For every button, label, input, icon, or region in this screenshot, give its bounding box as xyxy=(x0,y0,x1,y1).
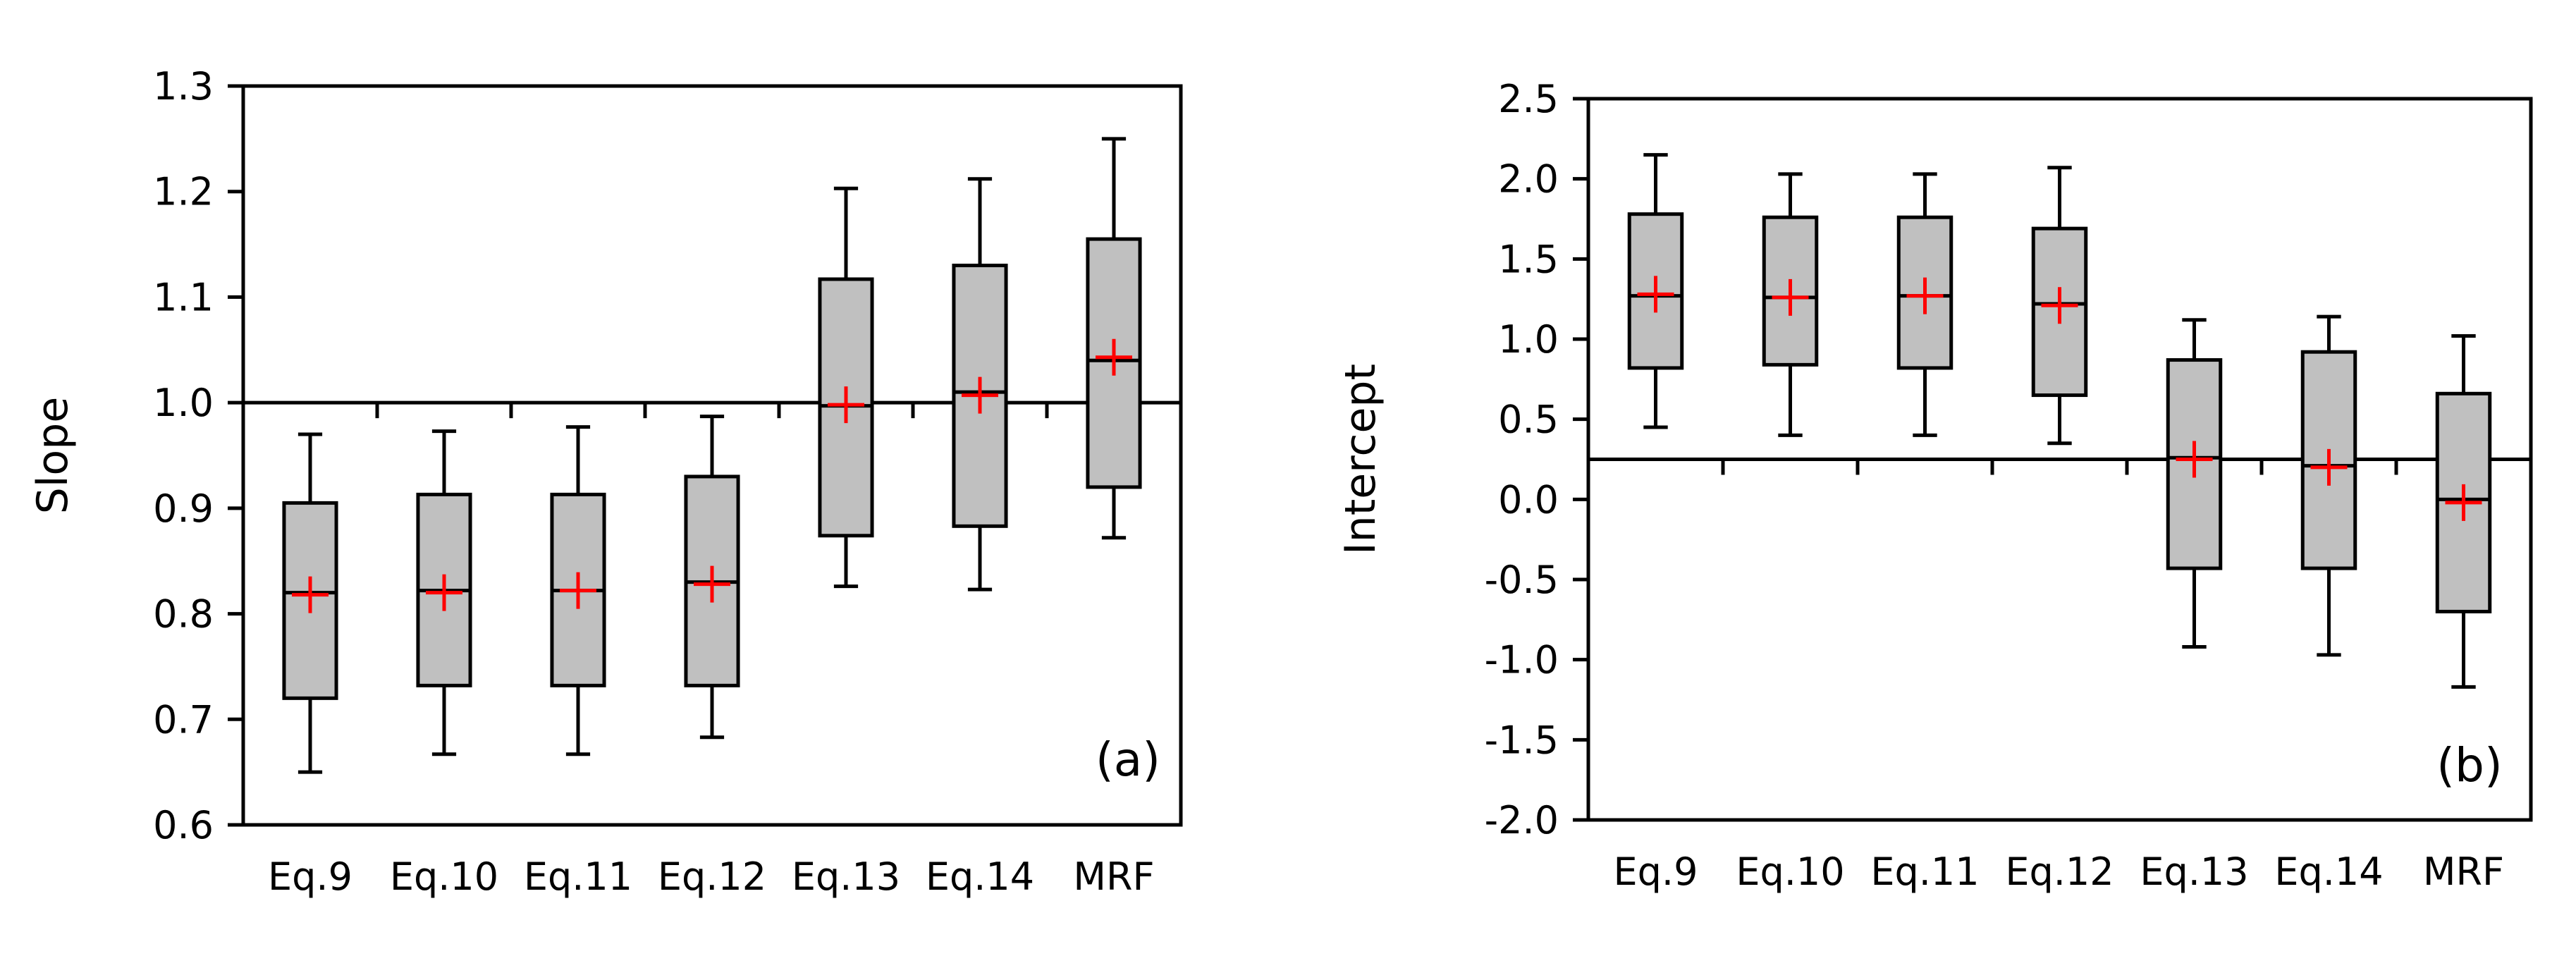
category-label: Eq.13 xyxy=(2140,850,2248,894)
box-item xyxy=(1896,172,1954,437)
category-label: Eq.13 xyxy=(792,854,900,899)
y-tick-label: -1.0 xyxy=(1485,638,1559,682)
box-item xyxy=(2435,333,2492,689)
category-label: MRF xyxy=(1073,854,1154,899)
category-label: MRF xyxy=(2423,850,2504,894)
panel-label: (a) xyxy=(1096,733,1160,787)
y-tick-label: 1.1 xyxy=(153,275,214,319)
y-tick-label: 1.3 xyxy=(153,64,214,109)
y-tick-label: 1.0 xyxy=(1498,317,1559,362)
y-tick-label: 2.0 xyxy=(1498,157,1559,202)
box-item xyxy=(2300,314,2357,657)
box-item xyxy=(550,425,606,756)
category-label: Eq.11 xyxy=(1870,850,1979,894)
category-label: Eq.12 xyxy=(658,854,766,899)
y-tick-label: -2.0 xyxy=(1485,798,1559,842)
y-tick-label: 0.7 xyxy=(153,697,214,742)
y-tick-label: -0.5 xyxy=(1485,558,1559,602)
y-axis-title: Intercept xyxy=(1336,364,1385,555)
y-tick-label: 1.5 xyxy=(1498,237,1559,281)
y-axis-title: Slope xyxy=(28,397,78,514)
y-tick-label: 1.0 xyxy=(153,381,214,425)
category-label: Eq.10 xyxy=(1736,850,1844,894)
category-label: Eq.14 xyxy=(926,854,1034,899)
box-item xyxy=(2166,318,2223,649)
y-tick-label: 0.0 xyxy=(1498,477,1559,522)
category-label: Eq.14 xyxy=(2274,850,2383,894)
category-label: Eq.9 xyxy=(1614,850,1698,894)
box-item xyxy=(684,415,740,740)
y-tick-label: 0.9 xyxy=(153,486,214,531)
box-item xyxy=(416,429,472,756)
box-item xyxy=(952,177,1008,592)
box-item xyxy=(2031,166,2088,446)
box-item xyxy=(1086,137,1142,540)
box-item xyxy=(818,186,874,589)
box-item xyxy=(1762,172,1819,437)
slope-boxplot-panel: 0.6 0.7 0.8 0.9 1.0 1.1 1.2 1.3 Eq.9 Eq.10 Eq.11 Eq… xyxy=(28,64,1183,899)
y-tick-label: 0.6 xyxy=(153,803,214,847)
y-tick-label: 1.2 xyxy=(153,170,214,214)
category-label: Eq.11 xyxy=(524,854,632,899)
box-item xyxy=(1627,153,1684,429)
panel-label: (b) xyxy=(2436,738,2502,792)
y-tick-label: 0.8 xyxy=(153,592,214,637)
intercept-boxplot-panel: -2.0 -1.5 -1.0 -0.5 0.0 0.5 1.0 1.5 2.0 2.5 Eq.9 Eq… xyxy=(1336,77,2533,894)
y-tick-label: 2.5 xyxy=(1498,77,1559,121)
box-item xyxy=(282,432,338,774)
category-label: Eq.9 xyxy=(268,854,352,899)
plot-frame xyxy=(241,84,1183,827)
category-label: Eq.10 xyxy=(390,854,498,899)
category-label: Eq.12 xyxy=(2005,850,2114,894)
y-tick-label: -1.5 xyxy=(1485,718,1559,762)
y-tick-label: 0.5 xyxy=(1498,398,1559,442)
